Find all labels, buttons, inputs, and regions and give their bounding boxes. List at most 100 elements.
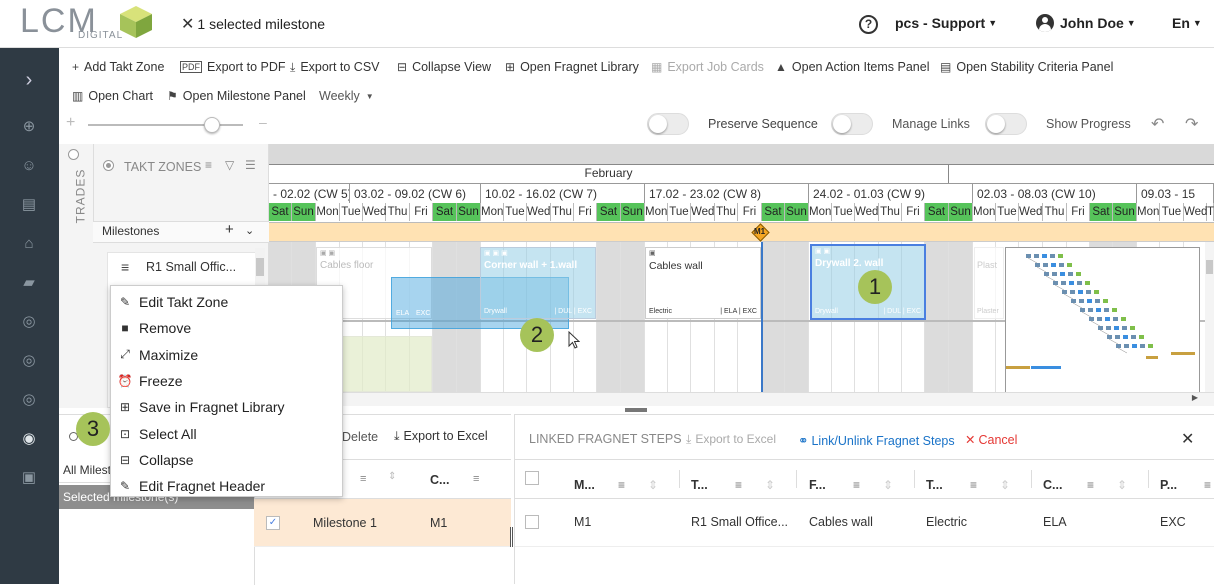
minimap-block bbox=[1087, 299, 1092, 303]
filter-icon[interactable]: ≡ bbox=[1204, 478, 1212, 492]
preserve-sequence-toggle[interactable] bbox=[647, 113, 689, 135]
cancel-button[interactable]: ✕ Cancel bbox=[965, 432, 1017, 447]
fragnet-card-plaster[interactable]: Plast Plaster bbox=[974, 247, 1004, 319]
link-unlink-button[interactable]: ⚭ Link/Unlink Fragnet Steps bbox=[798, 433, 955, 448]
takt-zones-radio[interactable] bbox=[103, 160, 114, 171]
manage-links-toggle[interactable] bbox=[831, 113, 873, 135]
export-excel-button[interactable]: ⤓ Export to Excel bbox=[686, 432, 776, 447]
sort-icon[interactable]: ⇕ bbox=[883, 478, 894, 492]
td-icon[interactable]: ◎ bbox=[22, 391, 36, 408]
close-selection-icon[interactable]: ✕ bbox=[181, 16, 195, 33]
undo-icon[interactable]: ↶ bbox=[1151, 116, 1165, 133]
filter-icon[interactable]: ≡ bbox=[853, 478, 861, 492]
filter-icon[interactable]: ≡ bbox=[970, 478, 978, 492]
close-panel-icon[interactable]: ✕ bbox=[1181, 431, 1195, 448]
open-fragnet-library-button[interactable]: ⊞ Open Fragnet Library bbox=[505, 57, 639, 77]
context-menu-item-edit-takt-zone[interactable]: ✎ Edit Takt Zone bbox=[111, 289, 343, 315]
sort-icon[interactable]: ⇕ bbox=[1000, 478, 1011, 492]
sort-icon[interactable]: ≡ bbox=[205, 158, 213, 172]
milestone-row[interactable]: ✓ Milestone 1 M1 bbox=[254, 499, 511, 547]
filter-icon[interactable]: ≡ bbox=[1087, 478, 1095, 492]
open-chart-button[interactable]: ▥ Open Chart bbox=[72, 86, 153, 106]
column-c-header[interactable]: C... bbox=[430, 473, 450, 487]
sort-icon[interactable]: ⇕ bbox=[648, 478, 659, 492]
user-dropdown[interactable]: John Doe ▼ bbox=[1036, 14, 1136, 32]
linked-column-header[interactable]: T... bbox=[691, 478, 708, 492]
view-mode-select[interactable]: Weekly ▼ bbox=[319, 86, 374, 106]
zoom-slider-knob[interactable] bbox=[204, 117, 220, 133]
zoom-in-icon[interactable]: + bbox=[66, 114, 76, 131]
home-icon[interactable]: ⌂ bbox=[24, 235, 34, 252]
open-action-items-button[interactable]: ▲ Open Action Items Panel bbox=[775, 57, 929, 77]
show-progress-toggle[interactable] bbox=[985, 113, 1027, 135]
export-pdf-button[interactable]: PDF Export to PDF bbox=[180, 57, 286, 77]
context-menu-item-freeze[interactable]: ⏰ Freeze bbox=[111, 368, 343, 394]
fragnet-card-corner-wall[interactable]: ▣ ▣ ▣ Corner wall + 1.wall Drywall | DUL… bbox=[480, 247, 596, 319]
linked-column-header[interactable]: T... bbox=[926, 478, 943, 492]
export-excel-button[interactable]: ⤓ Export to Excel bbox=[394, 429, 488, 444]
fragnet-card-cables-floor[interactable]: ▣ ▣ Cables floor bbox=[316, 247, 432, 319]
zoom-slider[interactable] bbox=[88, 117, 243, 133]
context-menu-item-edit-fragnet-header[interactable]: ✎ Edit Fragnet Header bbox=[111, 473, 343, 499]
add-milestone-icon[interactable]: + bbox=[225, 221, 234, 238]
gantt-vscrollbar[interactable] bbox=[1205, 242, 1214, 392]
language-dropdown[interactable]: En ▼ bbox=[1172, 15, 1202, 31]
project-dropdown[interactable]: pcs - Support ▼ bbox=[895, 15, 997, 31]
filter-icon[interactable]: ≡ bbox=[735, 478, 743, 492]
linked-column-header[interactable]: P... bbox=[1160, 478, 1178, 492]
expand-sidebar-icon[interactable]: › bbox=[25, 69, 33, 91]
drag-handle-icon[interactable]: ≡ bbox=[121, 259, 130, 275]
delete-button[interactable]: Delete bbox=[342, 430, 378, 444]
list-view-icon[interactable]: ☰ bbox=[245, 158, 256, 172]
redo-icon[interactable]: ↷ bbox=[1185, 116, 1199, 133]
linked-column-header[interactable]: C... bbox=[1043, 478, 1063, 492]
milestone-marker[interactable]: M1 bbox=[751, 223, 770, 242]
context-menu-item-collapse[interactable]: ⊟ Collapse bbox=[111, 447, 343, 473]
column-resize-handle[interactable] bbox=[510, 527, 513, 547]
minimap-block bbox=[1053, 281, 1058, 285]
zoom-out-icon[interactable]: – bbox=[259, 114, 267, 130]
context-menu-item-maximize[interactable]: ⤢ Maximize bbox=[111, 342, 343, 368]
gantt-hscrollbar[interactable]: ▶ bbox=[269, 392, 1214, 406]
pp-icon[interactable]: ◉ bbox=[22, 430, 36, 447]
filter-icon[interactable]: ▽ bbox=[225, 158, 235, 172]
header-checkbox[interactable] bbox=[525, 471, 539, 485]
row-checkbox[interactable] bbox=[525, 515, 539, 529]
help-icon[interactable]: ? bbox=[859, 15, 878, 34]
row-checkbox[interactable]: ✓ bbox=[266, 516, 280, 530]
sort-icon[interactable]: ⇕ bbox=[765, 478, 776, 492]
lock-icon[interactable]: ▣ bbox=[21, 469, 37, 486]
ta-icon[interactable]: ◎ bbox=[22, 352, 36, 369]
add-takt-zone-button[interactable]: + Add Takt Zone bbox=[72, 57, 164, 77]
document-icon[interactable]: ▤ bbox=[21, 196, 37, 213]
linked-table-row[interactable] bbox=[515, 499, 1214, 547]
linked-column-header[interactable]: F... bbox=[809, 478, 826, 492]
filter-icon[interactable]: ≡ bbox=[473, 473, 480, 485]
filter-icon[interactable]: ≡ bbox=[360, 473, 367, 485]
expand-milestones-icon[interactable]: ⌄ bbox=[245, 225, 255, 237]
link-icon: ⚭ bbox=[798, 434, 809, 448]
scroll-right-icon[interactable]: ▶ bbox=[1191, 393, 1198, 402]
linked-column-header[interactable]: M... bbox=[574, 478, 595, 492]
collapse-view-button[interactable]: ⊟ Collapse View bbox=[397, 57, 491, 77]
context-menu-item-save-in-fragnet-library[interactable]: ⊞ Save in Fragnet Library bbox=[111, 394, 343, 420]
open-milestone-panel-button[interactable]: ⚑ Open Milestone Panel bbox=[167, 86, 306, 106]
sort-icon[interactable]: ⇕ bbox=[1117, 478, 1128, 492]
folder-icon[interactable]: ▰ bbox=[23, 274, 35, 291]
trades-radio[interactable] bbox=[68, 149, 79, 160]
context-menu-item-select-all[interactable]: ⊡ Select All bbox=[111, 421, 343, 447]
fragnet-card-cables-wall[interactable]: ▣ Cables wall Electric | ELA | EXC bbox=[645, 247, 761, 319]
export-csv-button[interactable]: ⤓ Export to CSV bbox=[290, 57, 380, 77]
globe-icon[interactable]: ⊕ bbox=[22, 118, 36, 135]
filter-icon[interactable]: ≡ bbox=[618, 478, 626, 492]
export-job-cards-button[interactable]: ▦ Export Job Cards bbox=[651, 57, 764, 77]
panel-resize-handle[interactable] bbox=[625, 408, 647, 412]
sort-icon[interactable]: ⇕ bbox=[388, 471, 397, 482]
context-menu-item-remove[interactable]: ■ Remove bbox=[111, 315, 343, 341]
user-settings-icon[interactable]: ☺ bbox=[21, 157, 37, 174]
selection-indicator[interactable]: ✕ 1 selected milestone bbox=[181, 14, 325, 34]
lcm-logo[interactable]: LCM DIGITAL bbox=[20, 2, 155, 44]
ofa-icon[interactable]: ◎ bbox=[22, 313, 36, 330]
open-stability-button[interactable]: ▤ Open Stability Criteria Panel bbox=[940, 57, 1113, 77]
minimap[interactable] bbox=[1005, 247, 1200, 392]
